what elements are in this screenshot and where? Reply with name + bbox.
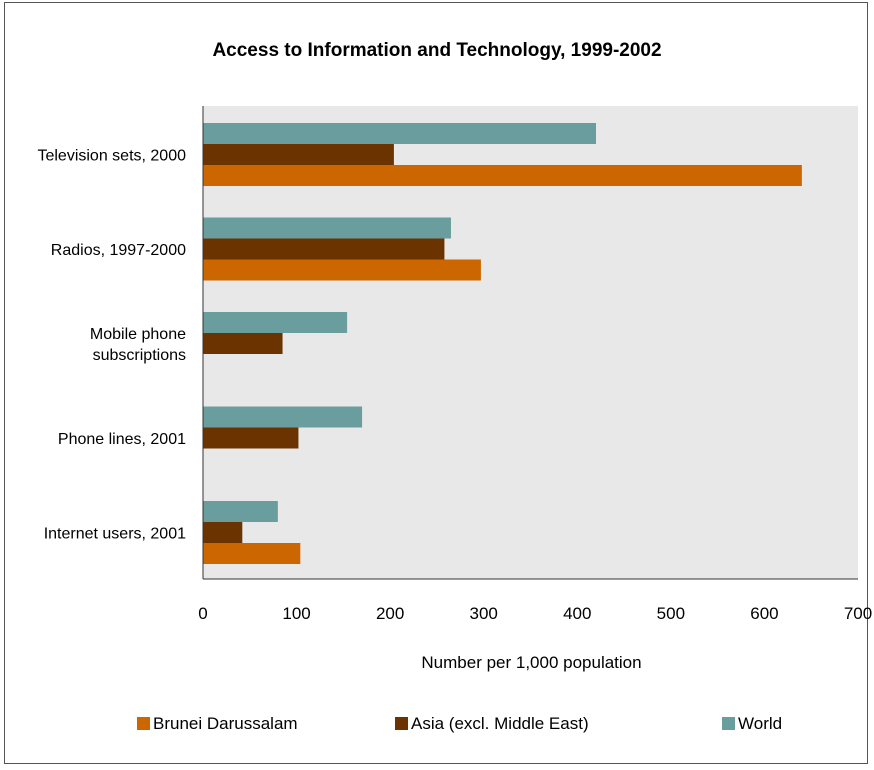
x-tick-label: 700 [844, 604, 872, 623]
bar-world-4 [203, 501, 278, 522]
x-tick-label: 200 [376, 604, 404, 623]
category-labels: Television sets, 2000 Radios, 1997-2000 Mo… [37, 148, 186, 543]
x-tick-label: 600 [750, 604, 778, 623]
bar-asia-excl-middle-east-1 [203, 238, 445, 260]
legend: Brunei Darussalam Asia (excl. Middle East… [137, 714, 782, 733]
legend-swatch [722, 717, 735, 730]
legend-swatch [395, 717, 408, 730]
bar-world-0 [203, 123, 596, 144]
bar-brunei-darussalam-0 [203, 165, 802, 186]
x-tick-labels: 0 100 200 300 400 500 600 700 [198, 604, 872, 623]
category-label: Television sets, 2000 [37, 148, 186, 165]
bar-asia-excl-middle-east-4 [203, 522, 243, 543]
category-label: Phone lines, 2001 [58, 431, 186, 448]
legend-swatch [137, 717, 150, 730]
bar-asia-excl-middle-east-2 [203, 333, 283, 354]
legend-label: Asia (excl. Middle East) [411, 714, 589, 733]
x-tick-label: 500 [657, 604, 685, 623]
bar-world-1 [203, 217, 451, 239]
x-axis-title: Number per 1,000 population [421, 653, 641, 672]
category-label: Radios, 1997-2000 [51, 242, 186, 259]
bar-world-3 [203, 406, 363, 428]
bar-asia-excl-middle-east-0 [203, 144, 394, 165]
category-label: Mobile phone subscriptions [90, 326, 186, 364]
legend-label: Brunei Darussalam [153, 714, 298, 733]
x-tick-label: 300 [470, 604, 498, 623]
chart-title: Access to Information and Technology, 19… [212, 40, 662, 61]
bar-asia-excl-middle-east-3 [203, 427, 299, 449]
x-tick-label: 0 [198, 604, 207, 623]
x-tick-label: 400 [563, 604, 591, 623]
bar-brunei-darussalam-1 [203, 259, 481, 281]
bar-brunei-darussalam-4 [203, 543, 301, 564]
legend-label: World [738, 714, 782, 733]
bars-group [203, 123, 802, 564]
bar-world-2 [203, 312, 348, 333]
category-label: Internet users, 2001 [44, 526, 186, 543]
x-tick-label: 100 [282, 604, 310, 623]
